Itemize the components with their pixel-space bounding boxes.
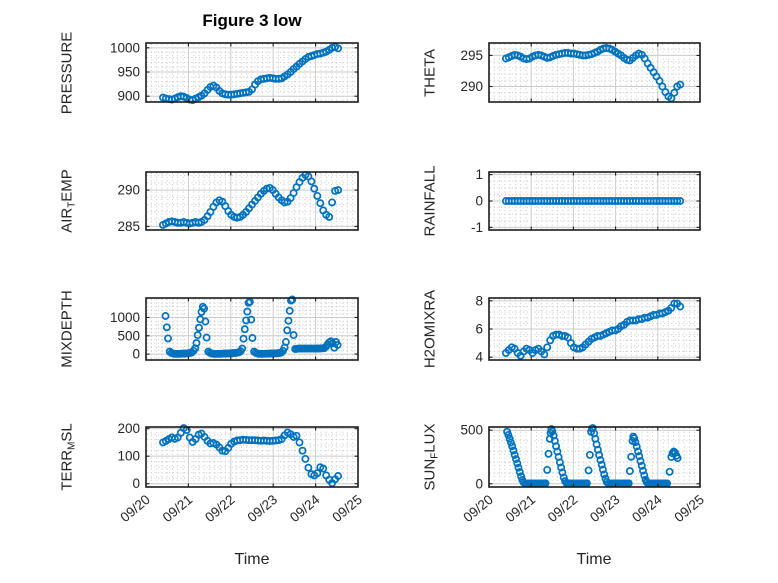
airtemp-tick-marks xyxy=(145,172,359,230)
terrmsl-ytick-label: 200 xyxy=(117,421,140,436)
theta-axes-box xyxy=(488,42,701,103)
airtemp-ytick-label: 290 xyxy=(117,183,140,198)
ylabel-theta: THETA xyxy=(421,48,439,97)
h2omixra-tick-marks xyxy=(488,298,701,360)
ylabel-terrmsl: TERRMSL xyxy=(58,423,78,491)
airtemp-points xyxy=(159,170,343,229)
airtemp-axes-box xyxy=(145,171,359,231)
subplot-theta: 290 295 xyxy=(460,42,701,103)
mixdepth-ytick-label: 0 xyxy=(132,347,140,362)
h2omixra-ytick-label: 6 xyxy=(475,322,483,337)
terrmsl-minor-grid xyxy=(147,428,357,486)
theta-ytick-label: 295 xyxy=(460,48,483,63)
subplot-pressure: 900 950 1000 xyxy=(110,40,359,105)
ylabel-rainfall: RAINFALL xyxy=(421,165,439,237)
subplot-terrmsl: 0 100 200 09/20 09/21 09/22 09/23 09/24 09/25 xyxy=(117,421,365,525)
ylabel-airtemp: AIRTEMP xyxy=(58,169,78,233)
mixdepth-axes-box xyxy=(145,297,359,361)
sunflux-ytick-label: 0 xyxy=(475,476,483,491)
figure-title: Figure 3 low xyxy=(202,11,302,30)
terrmsl-ytick-label: 0 xyxy=(132,476,140,491)
sunflux-xtick-label: 09/24 xyxy=(629,492,665,526)
subplot-rainfall: -1 0 1 xyxy=(471,167,701,235)
rainfall-ytick-label: 0 xyxy=(475,194,483,209)
mixdepth-ytick-label: 500 xyxy=(117,328,140,343)
h2omixra-ytick-label: 8 xyxy=(475,293,483,308)
sunflux-xtick-label: 09/22 xyxy=(545,492,581,525)
x-axis-label-right: Time xyxy=(576,551,612,568)
rainfall-tick-marks xyxy=(488,172,701,230)
h2omixra-ytick-label: 4 xyxy=(475,350,483,365)
rainfall-major-grid xyxy=(489,172,700,230)
terrmsl-xtick-label: 09/23 xyxy=(245,492,281,525)
ylabel-h2omixra: H2OMIXRA xyxy=(421,289,439,369)
terrmsl-xtick-label: 09/20 xyxy=(117,492,153,525)
terrmsl-axes-box xyxy=(145,426,359,488)
theta-ytick-label: 290 xyxy=(460,79,483,94)
terrmsl-xtick-label: 09/24 xyxy=(287,492,323,526)
subplot-h2omixra: 4 6 8 xyxy=(475,293,701,365)
sunflux-xtick-label: 09/21 xyxy=(503,492,539,525)
terrmsl-ytick-label: 100 xyxy=(117,449,140,464)
ylabel-sunflux: SUNFLUX xyxy=(421,423,441,491)
theta-points xyxy=(501,44,685,103)
airtemp-ytick-label: 285 xyxy=(117,219,140,234)
rainfall-ytick-label: 1 xyxy=(475,167,483,182)
subplot-airtemp: 285 290 xyxy=(117,170,359,234)
rainfall-minor-grid xyxy=(490,173,699,229)
subplot-sunflux: 0 500 09/20 09/21 09/22 09/23 09/24 09/25 xyxy=(460,423,707,525)
sunflux-xtick-label: 09/25 xyxy=(671,492,707,525)
terrmsl-xtick-label: 09/25 xyxy=(329,492,365,525)
pressure-ytick-label: 1000 xyxy=(110,40,140,55)
rainfall-points xyxy=(501,197,685,205)
sunflux-xtick-label: 09/20 xyxy=(460,492,496,525)
ylabel-mixdepth: MIXDEPTH xyxy=(58,290,76,368)
sunflux-axes-box xyxy=(488,426,701,488)
sunflux-xtick-label: 09/23 xyxy=(587,492,623,525)
mixdepth-ytick-label: 1000 xyxy=(110,310,140,325)
pressure-points xyxy=(159,42,343,105)
sunflux-tick-marks xyxy=(488,427,701,487)
subplot-mixdepth: 0 500 1000 xyxy=(110,295,359,362)
terrmsl-tick-marks xyxy=(145,427,359,487)
mixdepth-tick-marks xyxy=(145,298,359,360)
rainfall-ytick-label: -1 xyxy=(471,220,483,235)
pressure-ytick-label: 950 xyxy=(117,65,140,80)
terrmsl-xtick-label: 09/22 xyxy=(202,492,238,525)
terrmsl-xtick-label: 09/21 xyxy=(160,492,196,525)
x-axis-label-left: Time xyxy=(234,551,270,568)
theta-tick-marks xyxy=(488,43,701,102)
pressure-tick-marks xyxy=(145,43,359,102)
sunflux-points xyxy=(503,424,682,488)
pressure-ytick-label: 900 xyxy=(117,89,140,104)
mixdepth-points xyxy=(161,295,342,358)
sunflux-ytick-label: 500 xyxy=(460,423,483,438)
ylabel-pressure: PRESSURE xyxy=(58,31,76,114)
h2omixra-points xyxy=(501,299,685,360)
